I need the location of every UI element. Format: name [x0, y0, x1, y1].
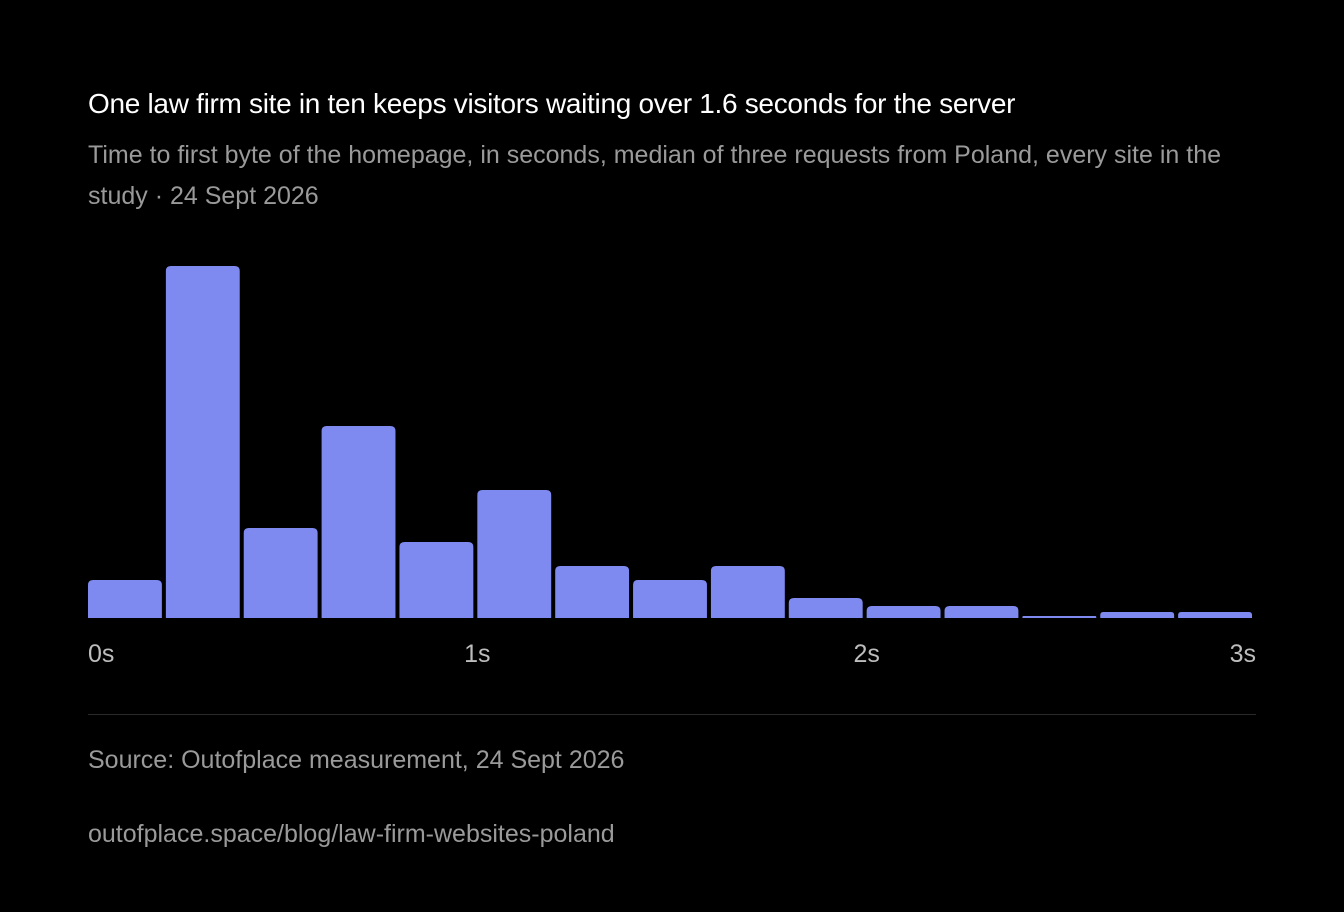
histogram-bar-1 — [165, 266, 240, 618]
histogram-bar-3 — [321, 426, 396, 618]
histogram-bar-0 — [88, 580, 162, 618]
histogram-bar-10 — [866, 606, 941, 618]
bars-group — [88, 266, 1252, 618]
histogram-chart: 0s 1s 2s 3s — [88, 240, 1256, 680]
source-url[interactable]: outofplace.space/blog/law-firm-websites-… — [88, 820, 615, 848]
footer-divider — [88, 714, 1256, 715]
chart-card: One law firm site in ten keeps visitors … — [88, 0, 1256, 912]
histogram-bar-2 — [243, 528, 318, 618]
histogram-bar-12 — [1022, 616, 1097, 618]
histogram-bar-7 — [633, 580, 707, 618]
chart-subtitle: Time to first byte of the homepage, in s… — [88, 141, 1221, 210]
histogram-bar-4 — [399, 542, 474, 618]
x-tick-label: 0s — [88, 640, 114, 668]
x-axis-ticks: 0s 1s 2s 3s — [88, 640, 1256, 668]
chart-title: One law firm site in ten keeps visitors … — [88, 88, 1016, 119]
histogram-bar-13 — [1100, 612, 1175, 618]
histogram-bar-6 — [555, 566, 630, 618]
histogram-bar-11 — [944, 606, 1019, 618]
histogram-bar-14 — [1178, 612, 1252, 618]
histogram-bar-9 — [788, 598, 863, 618]
histogram-bar-8 — [710, 566, 785, 618]
histogram-bar-5 — [477, 490, 552, 618]
x-tick-label: 2s — [853, 640, 879, 668]
source-note: Source: Outofplace measurement, 24 Sept … — [88, 746, 625, 774]
histogram-svg: 0s 1s 2s 3s — [88, 266, 1256, 668]
x-tick-label: 3s — [1230, 640, 1256, 668]
x-tick-label: 1s — [464, 640, 490, 668]
